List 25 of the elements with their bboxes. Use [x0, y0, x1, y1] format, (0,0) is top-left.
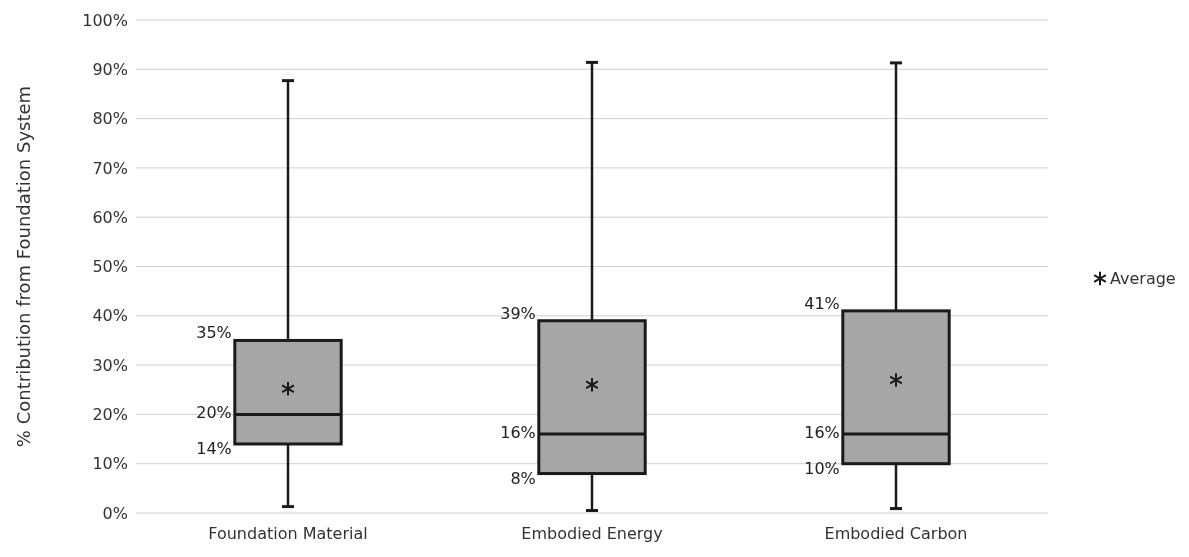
- x-tick-label: Embodied Carbon: [824, 524, 968, 543]
- text: 39%: [500, 303, 536, 323]
- legend-label: Average: [1110, 269, 1176, 289]
- x-tick-label: Foundation Material: [208, 524, 368, 543]
- y-tick-label: 40%: [92, 306, 128, 326]
- y-tick-label: 80%: [92, 109, 128, 129]
- text: 8%: [510, 468, 536, 488]
- text: 41%: [804, 293, 840, 313]
- x-tick-label: Embodied Energy: [521, 524, 663, 543]
- text: 35%: [196, 323, 232, 343]
- y-tick-label: 20%: [92, 405, 128, 424]
- y-tick-label: 10%: [92, 454, 128, 474]
- y-tick-label: 100%: [82, 10, 128, 30]
- text: 14%: [196, 438, 232, 458]
- y-tick-label: 60%: [92, 207, 128, 227]
- y-tick-label: 50%: [92, 257, 128, 277]
- text: 16%: [500, 423, 536, 443]
- y-tick-label: 30%: [92, 355, 128, 375]
- text: 20%: [196, 403, 232, 423]
- y-tick-label: 90%: [92, 59, 128, 79]
- y-axis-title: % Contribution from Foundation System: [13, 85, 34, 448]
- y-tick-label: 0%: [102, 503, 128, 523]
- y-tick-label: 70%: [92, 158, 128, 178]
- text: 10%: [804, 458, 840, 478]
- text: 16%: [804, 423, 840, 443]
